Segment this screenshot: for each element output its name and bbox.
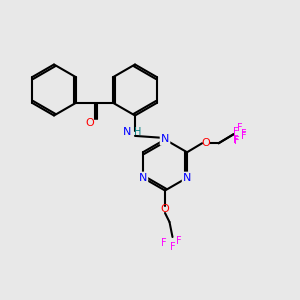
Text: F: F xyxy=(233,127,239,137)
Text: H: H xyxy=(134,127,142,137)
Text: N: N xyxy=(122,127,131,137)
Text: F: F xyxy=(234,136,239,146)
Text: O: O xyxy=(85,118,94,128)
Text: F: F xyxy=(241,129,247,139)
Text: O: O xyxy=(201,138,210,148)
Text: F: F xyxy=(233,135,239,145)
Text: F: F xyxy=(170,242,175,253)
Text: O: O xyxy=(160,204,169,214)
Text: F: F xyxy=(241,131,247,141)
Text: F: F xyxy=(237,123,243,133)
Text: N: N xyxy=(183,173,191,183)
Text: N: N xyxy=(161,134,169,145)
Text: N: N xyxy=(139,173,147,183)
Text: F: F xyxy=(176,236,182,247)
Text: F: F xyxy=(161,238,166,248)
